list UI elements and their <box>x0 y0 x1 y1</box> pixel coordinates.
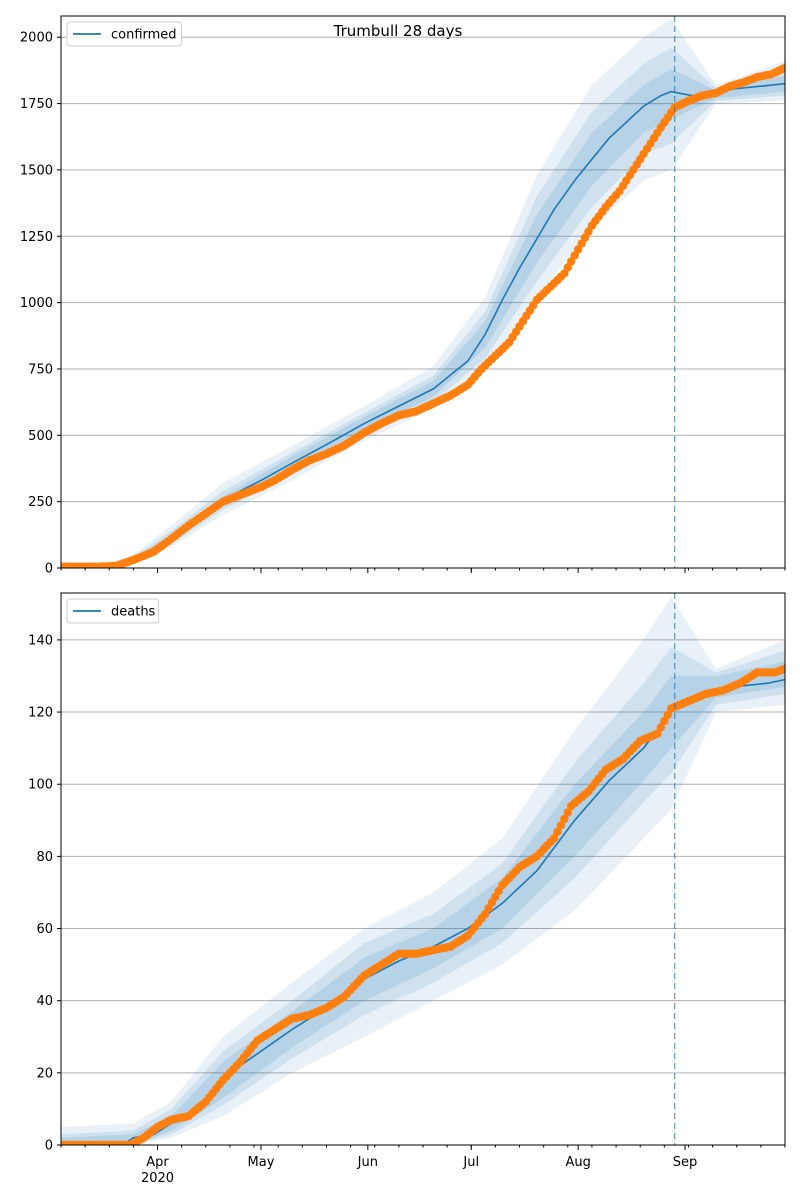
observed-point <box>656 723 666 732</box>
y-tick-label: 250 <box>28 495 53 510</box>
uncertainty-band-mid <box>61 47 785 568</box>
y-tick-label: 0 <box>45 562 53 577</box>
legend-box <box>66 598 160 624</box>
chart-title: Trumbull 28 days <box>333 22 463 40</box>
x-tick-label: Sep <box>673 1155 698 1170</box>
plot-area <box>61 596 785 1145</box>
legend-box <box>66 21 182 47</box>
y-tick-label: 0 <box>45 1139 53 1154</box>
legend-label: deaths <box>111 605 156 620</box>
observed-point <box>563 808 572 817</box>
plot-area <box>61 18 785 568</box>
uncertainty-band-outer <box>61 596 785 1145</box>
y-tick-label: 2000 <box>20 31 53 46</box>
y-tick-label: 80 <box>36 850 53 865</box>
y-tick-label: 40 <box>36 994 53 1009</box>
y-tick-label: 140 <box>28 633 53 648</box>
y-tick-label: 1500 <box>20 163 53 178</box>
observed-points <box>61 63 785 568</box>
observed-point <box>780 63 785 72</box>
y-tick-label: 500 <box>28 429 53 444</box>
uncertainty-band-inner <box>61 661 785 1145</box>
uncertainty-band-outer <box>61 18 785 568</box>
y-tick-label: 1750 <box>20 97 53 112</box>
y-tick-label: 120 <box>28 706 53 721</box>
observed-point <box>549 834 559 843</box>
observed-point <box>553 827 562 836</box>
y-tick-label: 100 <box>28 778 53 793</box>
y-tick-label: 750 <box>28 362 53 377</box>
x-year-label: 2020 <box>141 1171 174 1186</box>
observed-point <box>663 710 672 719</box>
deaths-panel: 0 20 40 60 80 100 120 140 Apr May Jun Jul Aug Sep 2020… <box>28 592 786 1186</box>
x-tick-label: May <box>248 1155 275 1170</box>
observed-points <box>61 664 785 1145</box>
y-tick-label: 1250 <box>20 230 53 245</box>
y-tick-label: 20 <box>36 1066 53 1081</box>
x-tick-label: Jun <box>357 1155 378 1170</box>
x-tick-label: Apr <box>146 1155 169 1170</box>
observed-point <box>653 729 662 738</box>
observed-point <box>660 716 669 726</box>
observed-point <box>560 814 569 824</box>
y-tick-label: 1000 <box>20 296 53 311</box>
legend-label: confirmed <box>111 28 177 43</box>
confirmed-panel: 0 250 500 750 1000 1250 1500 1750 2000 confirmed <box>20 15 786 577</box>
observed-point <box>780 664 785 673</box>
x-tick-label: Jul <box>462 1155 479 1170</box>
observed-point <box>556 821 566 830</box>
x-tick-label: Aug <box>565 1155 590 1170</box>
y-tick-label: 60 <box>36 922 53 937</box>
